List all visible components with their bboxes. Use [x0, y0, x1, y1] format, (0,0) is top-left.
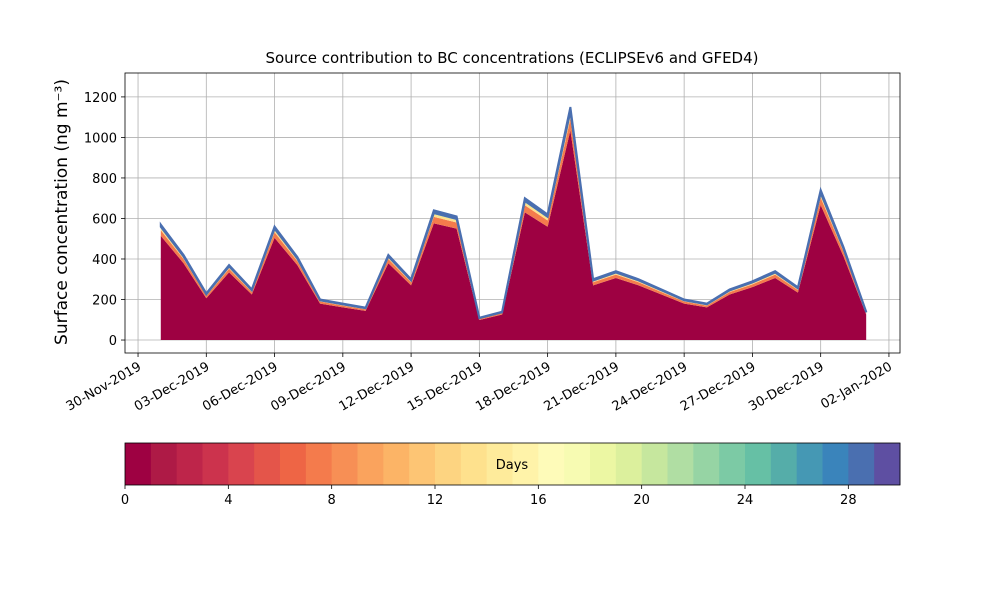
x-tick-label: 06-Dec-2019	[200, 359, 280, 414]
y-axis-label: Surface concentration (ng m⁻³)	[52, 79, 72, 345]
x-tick-label: 30-Dec-2019	[746, 359, 826, 414]
colorbar-swatch	[435, 443, 462, 485]
colorbar-swatch	[305, 443, 333, 485]
colorbar-swatch	[486, 443, 513, 485]
colorbar-tick-label: 4	[224, 493, 232, 508]
colorbar-swatch	[383, 443, 410, 485]
chart-title: Source contribution to BC concentrations…	[265, 49, 758, 67]
area-layer	[160, 130, 867, 341]
colorbar-swatch	[357, 443, 384, 485]
colorbar-swatch	[280, 443, 307, 485]
colorbar-tick-label: 20	[633, 493, 650, 508]
colorbar-tick-label: 24	[737, 493, 754, 508]
colorbar-swatch	[796, 443, 823, 485]
x-tick-label: 21-Dec-2019	[541, 359, 621, 414]
area-layer	[159, 106, 868, 320]
y-tick-label: 800	[92, 172, 117, 187]
colorbar-label: Days	[496, 458, 529, 473]
colorbar-swatch	[331, 443, 358, 485]
x-tick-label: 03-Dec-2019	[132, 359, 212, 414]
colorbar-frame	[124, 442, 901, 486]
colorbar-swatch	[693, 443, 720, 485]
colorbar-swatch	[848, 443, 875, 485]
colorbar-swatch	[228, 443, 255, 485]
y-tick-label: 400	[92, 253, 117, 268]
colorbar-swatch	[125, 443, 152, 485]
colorbar-swatch	[202, 443, 229, 485]
y-tick-label: 1200	[84, 91, 117, 106]
colorbar-tick-label: 12	[427, 493, 444, 508]
y-tick-label: 1000	[84, 131, 117, 146]
colorbar-swatch	[719, 443, 746, 485]
colorbar-swatch	[409, 443, 436, 485]
colorbar-swatch	[745, 443, 772, 485]
colorbar-tick-label: 28	[840, 493, 857, 508]
colorbar-swatch	[590, 443, 617, 485]
colorbar-swatch	[667, 443, 694, 485]
colorbar-swatch	[512, 443, 539, 485]
colorbar-tick-label: 8	[328, 493, 336, 508]
colorbar-swatch	[615, 443, 643, 485]
colorbar-swatch	[538, 443, 565, 485]
plot-frame	[124, 72, 901, 354]
colorbar-swatch	[822, 443, 849, 485]
y-tick-label: 600	[92, 212, 117, 227]
colorbar-swatch	[254, 443, 281, 485]
x-tick-label: 30-Nov-2019	[64, 359, 144, 414]
colorbar-swatch	[176, 443, 203, 485]
colorbar-swatch	[641, 443, 668, 485]
colorbar-swatch	[564, 443, 591, 485]
x-tick-label: 09-Dec-2019	[268, 359, 348, 414]
x-tick-label: 15-Dec-2019	[405, 359, 485, 414]
colorbar-swatch	[150, 443, 178, 485]
x-tick-label: 12-Dec-2019	[337, 359, 417, 414]
y-tick-label: 200	[92, 294, 117, 309]
colorbar-tick-label: 16	[530, 493, 547, 508]
colorbar-tick-label: 0	[121, 493, 129, 508]
y-tick-label: 0	[109, 334, 117, 349]
x-tick-label: 27-Dec-2019	[678, 359, 758, 414]
colorbar-swatch	[874, 443, 901, 485]
colorbar-swatch	[460, 443, 488, 485]
x-tick-label: 02-Jan-2020	[818, 359, 895, 412]
x-tick-label: 18-Dec-2019	[473, 359, 553, 414]
x-tick-label: 24-Dec-2019	[610, 359, 690, 414]
colorbar-swatch	[770, 443, 798, 485]
